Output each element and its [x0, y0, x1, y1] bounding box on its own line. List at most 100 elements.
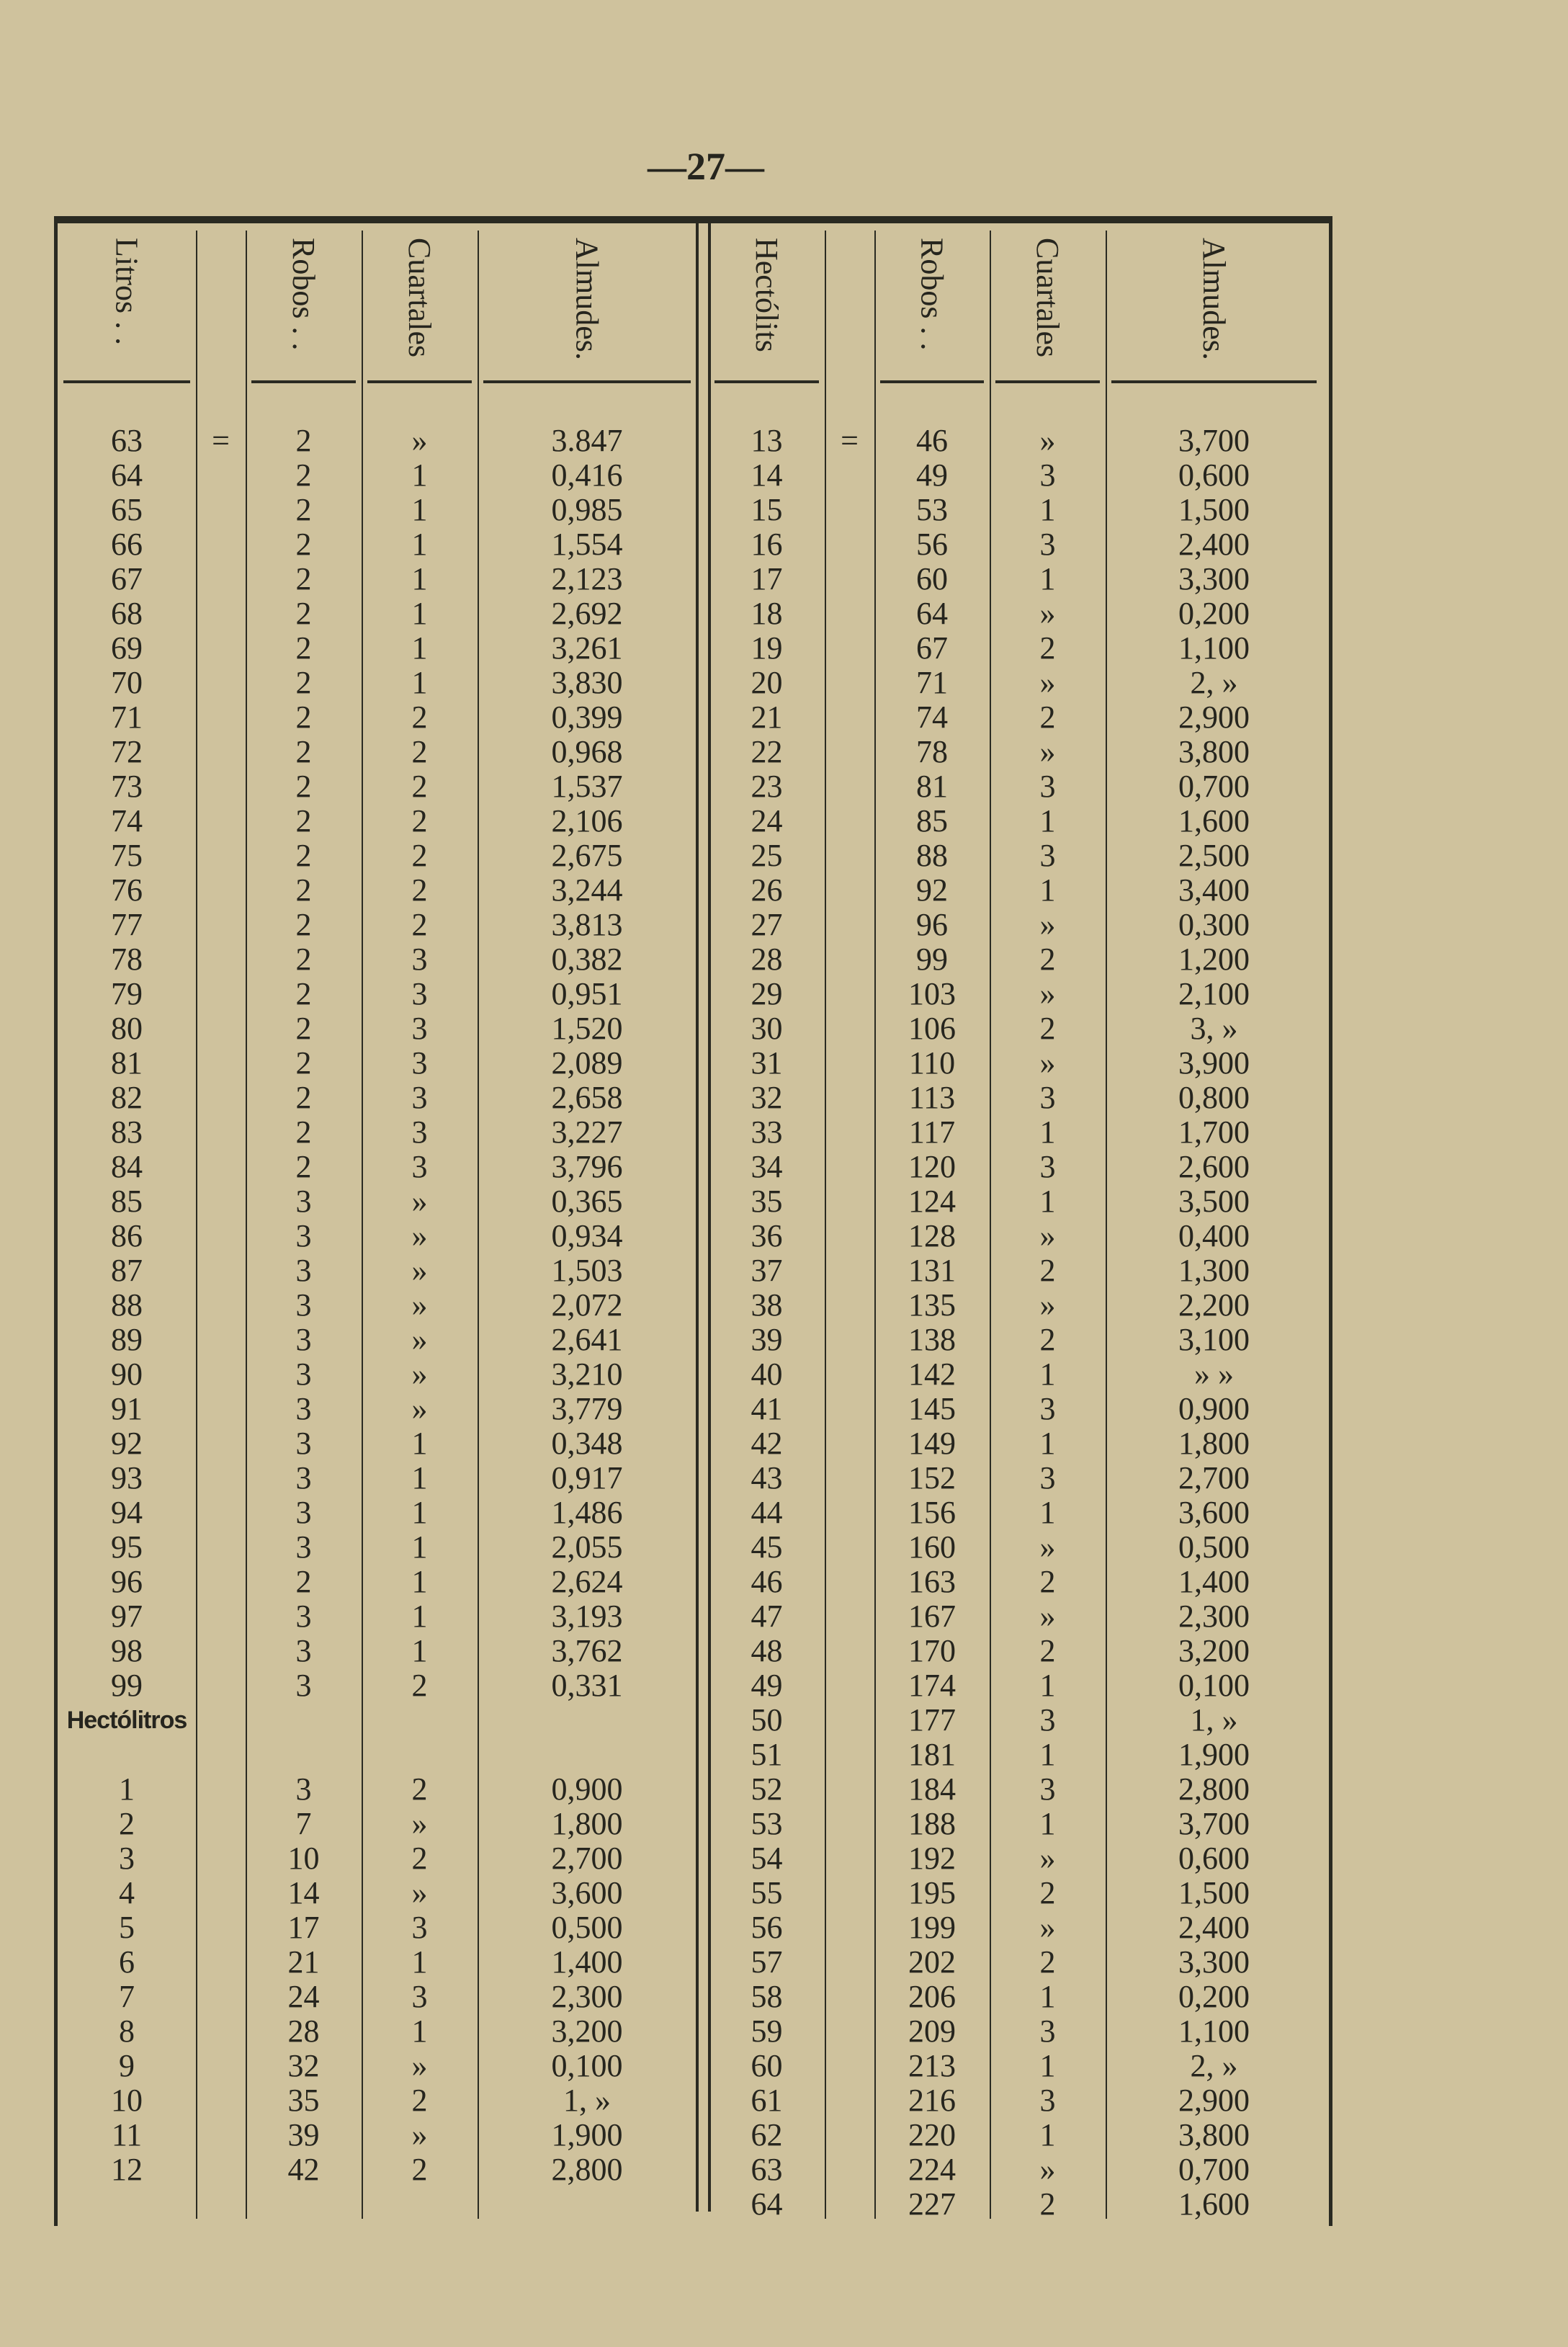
- left-cell: 0,500: [551, 1910, 623, 1945]
- right-cell: 47: [751, 1599, 783, 1634]
- right-cell: 78: [916, 734, 948, 769]
- left-cell: 2: [295, 1011, 312, 1046]
- left-cell: 79: [111, 976, 143, 1011]
- left-cell: 95: [111, 1529, 143, 1565]
- left-cell: 3: [295, 1322, 312, 1357]
- right-cell: 3,900: [1178, 1045, 1250, 1081]
- right-cell: 67: [916, 630, 948, 666]
- left-cell: 3: [295, 1771, 312, 1807]
- left-cell: 2,641: [551, 1322, 623, 1357]
- right-cell: 188: [908, 1806, 956, 1841]
- right-cell: 149: [908, 1426, 956, 1461]
- left-cell: 3: [295, 1426, 312, 1461]
- right-cell: 1: [1039, 1737, 1056, 1772]
- right-cell: 0,200: [1178, 596, 1250, 631]
- left-cell: 70: [111, 665, 143, 700]
- left-cell: 28: [287, 2013, 320, 2049]
- right-cell: 3,300: [1178, 1944, 1250, 1980]
- right-cell: 128: [908, 1218, 956, 1253]
- left-cell: 76: [111, 872, 143, 908]
- left-cell: 1: [411, 630, 428, 666]
- right-cell: 3,400: [1178, 872, 1250, 908]
- right-cell: 29: [751, 976, 783, 1011]
- left-cell: 0,331: [551, 1668, 623, 1703]
- left-cell: 3,244: [551, 872, 623, 908]
- right-cell: 213: [908, 2048, 956, 2083]
- left-cell: 2: [411, 907, 428, 942]
- right-cell: 2,300: [1178, 1599, 1250, 1634]
- right-cell: 195: [908, 1875, 956, 1910]
- left-cell: 2,106: [551, 803, 623, 839]
- right-cell: 1: [1039, 2117, 1056, 2152]
- left-cell: 68: [111, 596, 143, 631]
- left-cell: 3: [295, 1668, 312, 1703]
- right-cell: 48: [751, 1633, 783, 1668]
- left-cell: »: [411, 2048, 428, 2083]
- left-cell: 2: [119, 1806, 135, 1841]
- left-cell: 3: [411, 1080, 428, 1115]
- right-cell: 61: [751, 2083, 783, 2118]
- left-cell: 5: [119, 1910, 135, 1945]
- left-cell: 2: [295, 492, 312, 527]
- left-cell: 0,968: [551, 734, 623, 769]
- left-cell: 75: [111, 838, 143, 873]
- left-cell: 10: [111, 2083, 143, 2118]
- right-cell: 1: [1039, 561, 1056, 596]
- right-cell: 2: [1039, 1011, 1056, 1046]
- right-cell: 53: [916, 492, 948, 527]
- left-cell: 12: [111, 2152, 143, 2187]
- left-cell: 64: [111, 457, 143, 493]
- left-cell: 1,800: [551, 1806, 623, 1841]
- left-cell: 2: [411, 838, 428, 873]
- right-cell: 36: [751, 1218, 783, 1253]
- right-cell: 3: [1039, 1702, 1056, 1738]
- left-cell: »: [411, 1356, 428, 1392]
- right-cell: 1,500: [1178, 1875, 1250, 1910]
- right-cell: 71: [916, 665, 948, 700]
- right-cell: 2: [1039, 1253, 1056, 1288]
- right-cell: 26: [751, 872, 783, 908]
- right-cell: 1: [1039, 1979, 1056, 2014]
- header-rule: [880, 380, 984, 383]
- left-cell: 2: [411, 1668, 428, 1703]
- right-cell: 1: [1039, 1356, 1056, 1392]
- left-cell: 2: [411, 769, 428, 804]
- left-cell: 96: [111, 1564, 143, 1599]
- right-cell: 2,600: [1178, 1149, 1250, 1184]
- right-cell: 224: [908, 2152, 956, 2187]
- left-cell: 2: [295, 734, 312, 769]
- right-cell: 46: [751, 1564, 783, 1599]
- right-cell: 181: [908, 1737, 956, 1772]
- right-cell: 1,600: [1178, 803, 1250, 839]
- left-cell: 2: [295, 561, 312, 596]
- left-cell: 10: [287, 1841, 320, 1876]
- equals-sign: =: [212, 423, 230, 458]
- left-cell: 0,900: [551, 1771, 623, 1807]
- right-cell: 3: [1039, 457, 1056, 493]
- right-cell: 49: [916, 457, 948, 493]
- left-cell: 14: [287, 1875, 320, 1910]
- right-cell: 64: [751, 2186, 783, 2222]
- left-cell: 87: [111, 1253, 143, 1288]
- left-cell: 1: [411, 457, 428, 493]
- left-cell: 82: [111, 1080, 143, 1115]
- right-cell: 152: [908, 1460, 956, 1496]
- left-cell: 3: [119, 1841, 135, 1876]
- left-cell: 2: [295, 1149, 312, 1184]
- left-cell: 2,692: [551, 596, 623, 631]
- right-cell: 2,400: [1178, 527, 1250, 562]
- left-cell: 2: [411, 1841, 428, 1876]
- left-cell: 2: [295, 769, 312, 804]
- right-cell: 56: [751, 1910, 783, 1945]
- right-cell: 142: [908, 1356, 956, 1392]
- left-cell: 3: [411, 1114, 428, 1150]
- header-rule: [483, 380, 691, 383]
- left-cell: 2: [295, 665, 312, 700]
- right-cell: 3: [1039, 838, 1056, 873]
- right-cell: 192: [908, 1841, 956, 1876]
- right-cell: 43: [751, 1460, 783, 1496]
- right-cell: 85: [916, 803, 948, 839]
- right-cell: 52: [751, 1771, 783, 1807]
- right-cell: 0,200: [1178, 1979, 1250, 2014]
- right-cell: 124: [908, 1184, 956, 1219]
